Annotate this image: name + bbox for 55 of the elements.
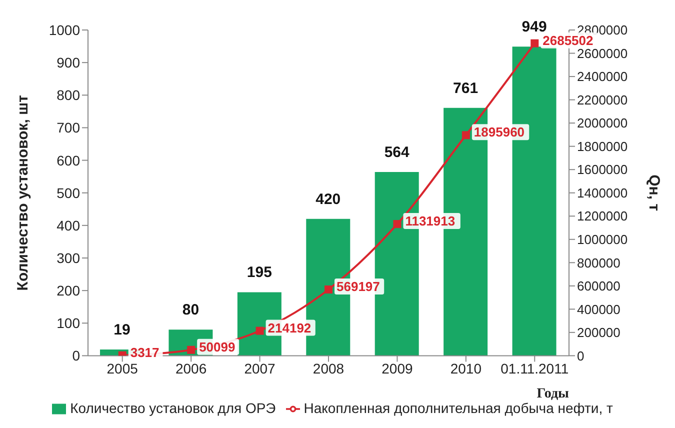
point [530, 39, 539, 48]
x-tick-label: 2006 [175, 360, 207, 377]
y2-tick-label: 0 [577, 348, 584, 364]
y2-tick-label: 400000 [577, 302, 620, 317]
data-label: 761 [453, 80, 478, 97]
y-tick-label: 300 [56, 250, 80, 266]
y2-tick-label: 1600000 [577, 162, 628, 178]
point [324, 285, 332, 294]
y2-tick-label: 1000000 [577, 232, 628, 247]
y2-axis-title: Qн, т [646, 174, 663, 212]
y2-tick-label: 2400000 [577, 69, 628, 84]
x-tick-label: 2008 [312, 360, 344, 377]
y2-tick-label: 1400000 [577, 185, 628, 200]
legend-label: Количество установок для ОРЭ [70, 400, 276, 416]
y-tick-label: 600 [56, 152, 80, 168]
x-tick-label: 2009 [382, 360, 413, 377]
y2-tick-label: 2200000 [577, 92, 628, 108]
data-label: 214192 [268, 320, 312, 336]
point [393, 220, 402, 228]
data-label: 569197 [336, 278, 380, 294]
y2-tick-label: 1800000 [577, 138, 628, 154]
x-tick-label: 2005 [106, 360, 138, 377]
x-axis-title: Годы [536, 386, 570, 402]
y-axis-title: Количество установок, шт [14, 95, 32, 291]
y-tick-label: 700 [56, 120, 80, 136]
data-label: 80 [182, 302, 200, 319]
point [462, 131, 470, 140]
y2-tick-label: 800000 [577, 255, 620, 270]
y-tick-label: 0 [72, 348, 80, 364]
point [187, 346, 196, 354]
x-tick-label: 01.11.2011 [500, 360, 569, 377]
point [256, 326, 264, 335]
y-tick-label: 100 [56, 315, 80, 332]
y-tick-label: 900 [56, 54, 80, 71]
y2-tick-label: 1200000 [577, 208, 628, 224]
y-tick-label: 400 [56, 217, 80, 234]
y2-tick-label: 2600000 [577, 46, 628, 61]
data-label: 19 [114, 322, 130, 339]
data-label: 1895960 [474, 124, 525, 140]
data-label: 564 [384, 144, 410, 162]
y2-tick-label: 2000000 [577, 116, 628, 131]
data-label: 3317 [130, 344, 160, 360]
y-tick-label: 500 [56, 184, 80, 201]
data-label: 1131913 [405, 214, 456, 229]
y-tick-label: 800 [56, 87, 80, 104]
legend-label: Накопленная дополнительная добыча нефти, т [304, 400, 613, 416]
data-label: 420 [316, 190, 341, 208]
data-label: 50099 [199, 339, 236, 354]
y2-tick-label: 200000 [577, 325, 620, 340]
y-tick-label: 200 [56, 282, 80, 299]
y2-tick-label: 600000 [577, 278, 620, 294]
x-tick-label: 2007 [244, 360, 276, 377]
x-tick-label: 2010 [450, 360, 482, 377]
y-tick-label: 1000 [48, 22, 80, 38]
data-label: 195 [246, 264, 272, 282]
